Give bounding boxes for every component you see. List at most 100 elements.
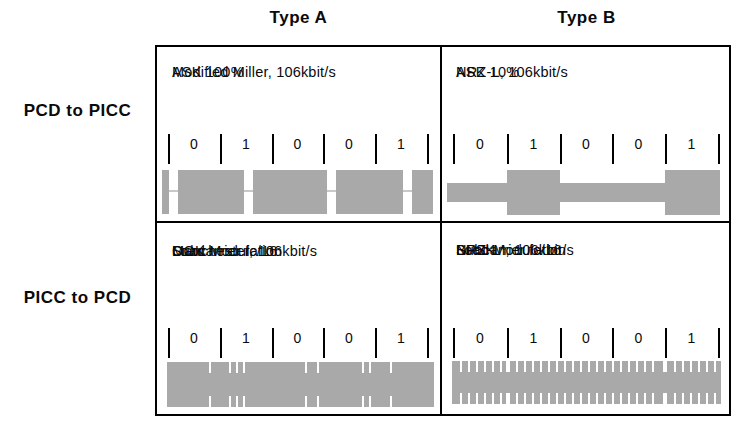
subcarrier-notch-top	[636, 361, 638, 372]
subcarrier-notch-bottom	[674, 393, 676, 404]
subcarrier-notch-top	[548, 361, 550, 372]
waveform-pause-gap	[244, 170, 253, 214]
subcarrier-notch-bottom	[500, 393, 502, 404]
subcarrier-notch-top	[604, 361, 606, 372]
waveform-pause-midline	[327, 190, 336, 192]
bit-value: 1	[682, 330, 702, 346]
subcarrier-notch-top	[476, 361, 478, 372]
subcarrier-notch-bottom	[628, 393, 630, 404]
bit-value: 0	[576, 136, 596, 152]
subcarrier-notch-top	[236, 362, 238, 373]
subcarrier-notch-bottom	[548, 393, 550, 404]
subcarrier-notch-bottom	[243, 396, 245, 407]
bit-cell-tick	[168, 328, 170, 358]
subcarrier-notch-bottom	[682, 393, 684, 404]
subcarrier-notch-bottom	[612, 393, 614, 404]
subcarrier-notch-top	[572, 361, 574, 372]
subcarrier-notch-bottom	[236, 396, 238, 407]
bit-value: 0	[288, 330, 308, 346]
waveform-pause-gap	[327, 170, 336, 214]
subcarrier-notch-top	[580, 361, 582, 372]
subcarrier-notch-bottom	[652, 393, 654, 404]
subcarrier-notch-bottom	[572, 393, 574, 404]
waveform-pause-gap	[169, 170, 178, 214]
subcarrier-notch-top	[690, 361, 692, 372]
description-line: Modified Miller, 106kbit/s	[172, 64, 336, 80]
bit-value: 0	[288, 136, 308, 152]
bit-cell-tick	[665, 134, 667, 164]
subcarrier-notch-bottom	[229, 396, 231, 407]
subcarrier-notch-bottom	[516, 393, 518, 404]
bit-cell-tick	[453, 134, 455, 164]
bit-cell-tick	[718, 328, 720, 358]
subcarrier-notch-top	[243, 362, 245, 373]
bit-cell-tick	[507, 134, 509, 164]
subcarrier-notch-bottom	[620, 393, 622, 404]
waveform-ask-segment-low	[560, 183, 665, 202]
waveform-ask-segment-high	[665, 170, 720, 215]
bit-cell-tick	[427, 134, 429, 164]
subcarrier-notch-top	[484, 361, 486, 372]
subcarrier-notch-top	[663, 361, 667, 372]
subcarrier-notch-bottom	[580, 393, 582, 404]
subcarrier-notch-top	[540, 361, 542, 372]
bit-value: 1	[236, 330, 256, 346]
subcarrier-notch-top	[674, 361, 676, 372]
subcarrier-notch-bottom	[690, 393, 692, 404]
bit-value: 0	[184, 330, 204, 346]
subcarrier-notch-top	[229, 362, 231, 373]
subcarrier-notch-bottom	[556, 393, 558, 404]
subcarrier-notch-bottom	[524, 393, 526, 404]
subcarrier-notch-bottom	[390, 396, 392, 407]
bit-value: 1	[236, 136, 256, 152]
waveform-pause-gap	[403, 170, 412, 214]
subcarrier-notch-top	[706, 361, 708, 372]
modulation-comparison-figure: Type A Type B PCD to PICC PICC to PCD AS…	[0, 0, 748, 435]
subcarrier-notch-bottom	[636, 393, 638, 404]
subcarrier-notch-bottom	[698, 393, 700, 404]
waveform-subcarrier-band	[167, 362, 434, 407]
bit-cell-tick	[272, 134, 274, 164]
bit-cell-tick	[453, 328, 455, 358]
bit-cell-tick	[375, 328, 377, 358]
subcarrier-notch-bottom	[460, 393, 462, 404]
subcarrier-notch-top	[390, 362, 392, 373]
subcarrier-notch-top	[209, 362, 211, 373]
subcarrier-notch-top	[506, 361, 510, 372]
description-line: Manchester, 106kbit/s	[172, 243, 317, 260]
bit-value: 0	[629, 136, 649, 152]
subcarrier-notch-top	[524, 361, 526, 372]
subcarrier-notch-top	[644, 361, 646, 372]
bit-cell-tick	[507, 328, 509, 358]
waveform-ask-segment-high	[507, 170, 560, 215]
subcarrier-notch-top	[652, 361, 654, 372]
bit-value: 1	[682, 136, 702, 152]
subcarrier-notch-bottom	[317, 396, 319, 407]
bit-cell-tick	[220, 134, 222, 164]
subcarrier-notch-top	[468, 361, 470, 372]
subcarrier-notch-top	[564, 361, 566, 372]
subcarrier-notch-bottom	[564, 393, 566, 404]
subcarrier-notch-top	[628, 361, 630, 372]
subcarrier-notch-top	[317, 362, 319, 373]
subcarrier-notch-bottom	[506, 393, 510, 404]
subcarrier-notch-bottom	[209, 396, 211, 407]
bit-cell-tick	[665, 328, 667, 358]
subcarrier-notch-top	[369, 362, 371, 373]
subcarrier-notch-top	[698, 361, 700, 372]
subcarrier-notch-bottom	[362, 396, 364, 407]
bit-value: 0	[576, 330, 596, 346]
bit-cell-tick	[612, 134, 614, 164]
bit-value: 0	[629, 330, 649, 346]
description-line: NRZ-L*, 106kbit/s	[456, 242, 574, 259]
subcarrier-notch-bottom	[706, 393, 708, 404]
subcarrier-notch-bottom	[604, 393, 606, 404]
subcarrier-notch-bottom	[540, 393, 542, 404]
bit-cell-tick	[272, 328, 274, 358]
subcarrier-notch-bottom	[484, 393, 486, 404]
bit-cell-tick	[718, 134, 720, 164]
bit-value: 1	[524, 136, 544, 152]
subcarrier-notch-bottom	[596, 393, 598, 404]
subcarrier-notch-top	[492, 361, 494, 372]
subcarrier-notch-bottom	[644, 393, 646, 404]
